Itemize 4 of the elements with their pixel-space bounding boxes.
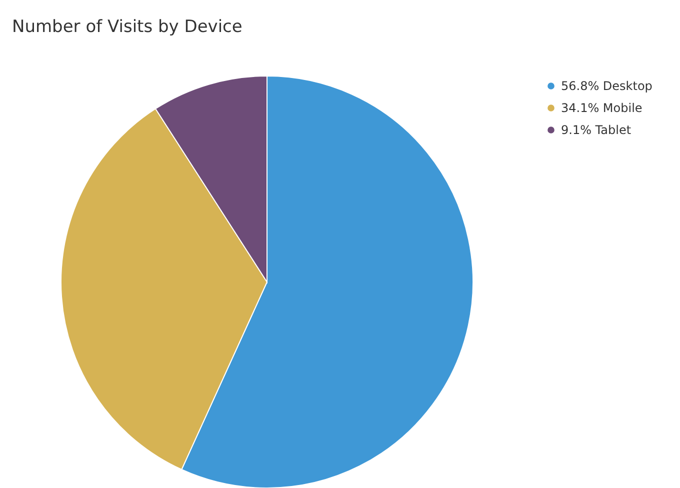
legend-label: 34.1% Mobile <box>561 101 642 115</box>
legend-label: 56.8% Desktop <box>561 79 652 93</box>
legend-label: 9.1% Tablet <box>561 123 632 137</box>
chart-title: Number of Visits by Device <box>12 17 242 37</box>
